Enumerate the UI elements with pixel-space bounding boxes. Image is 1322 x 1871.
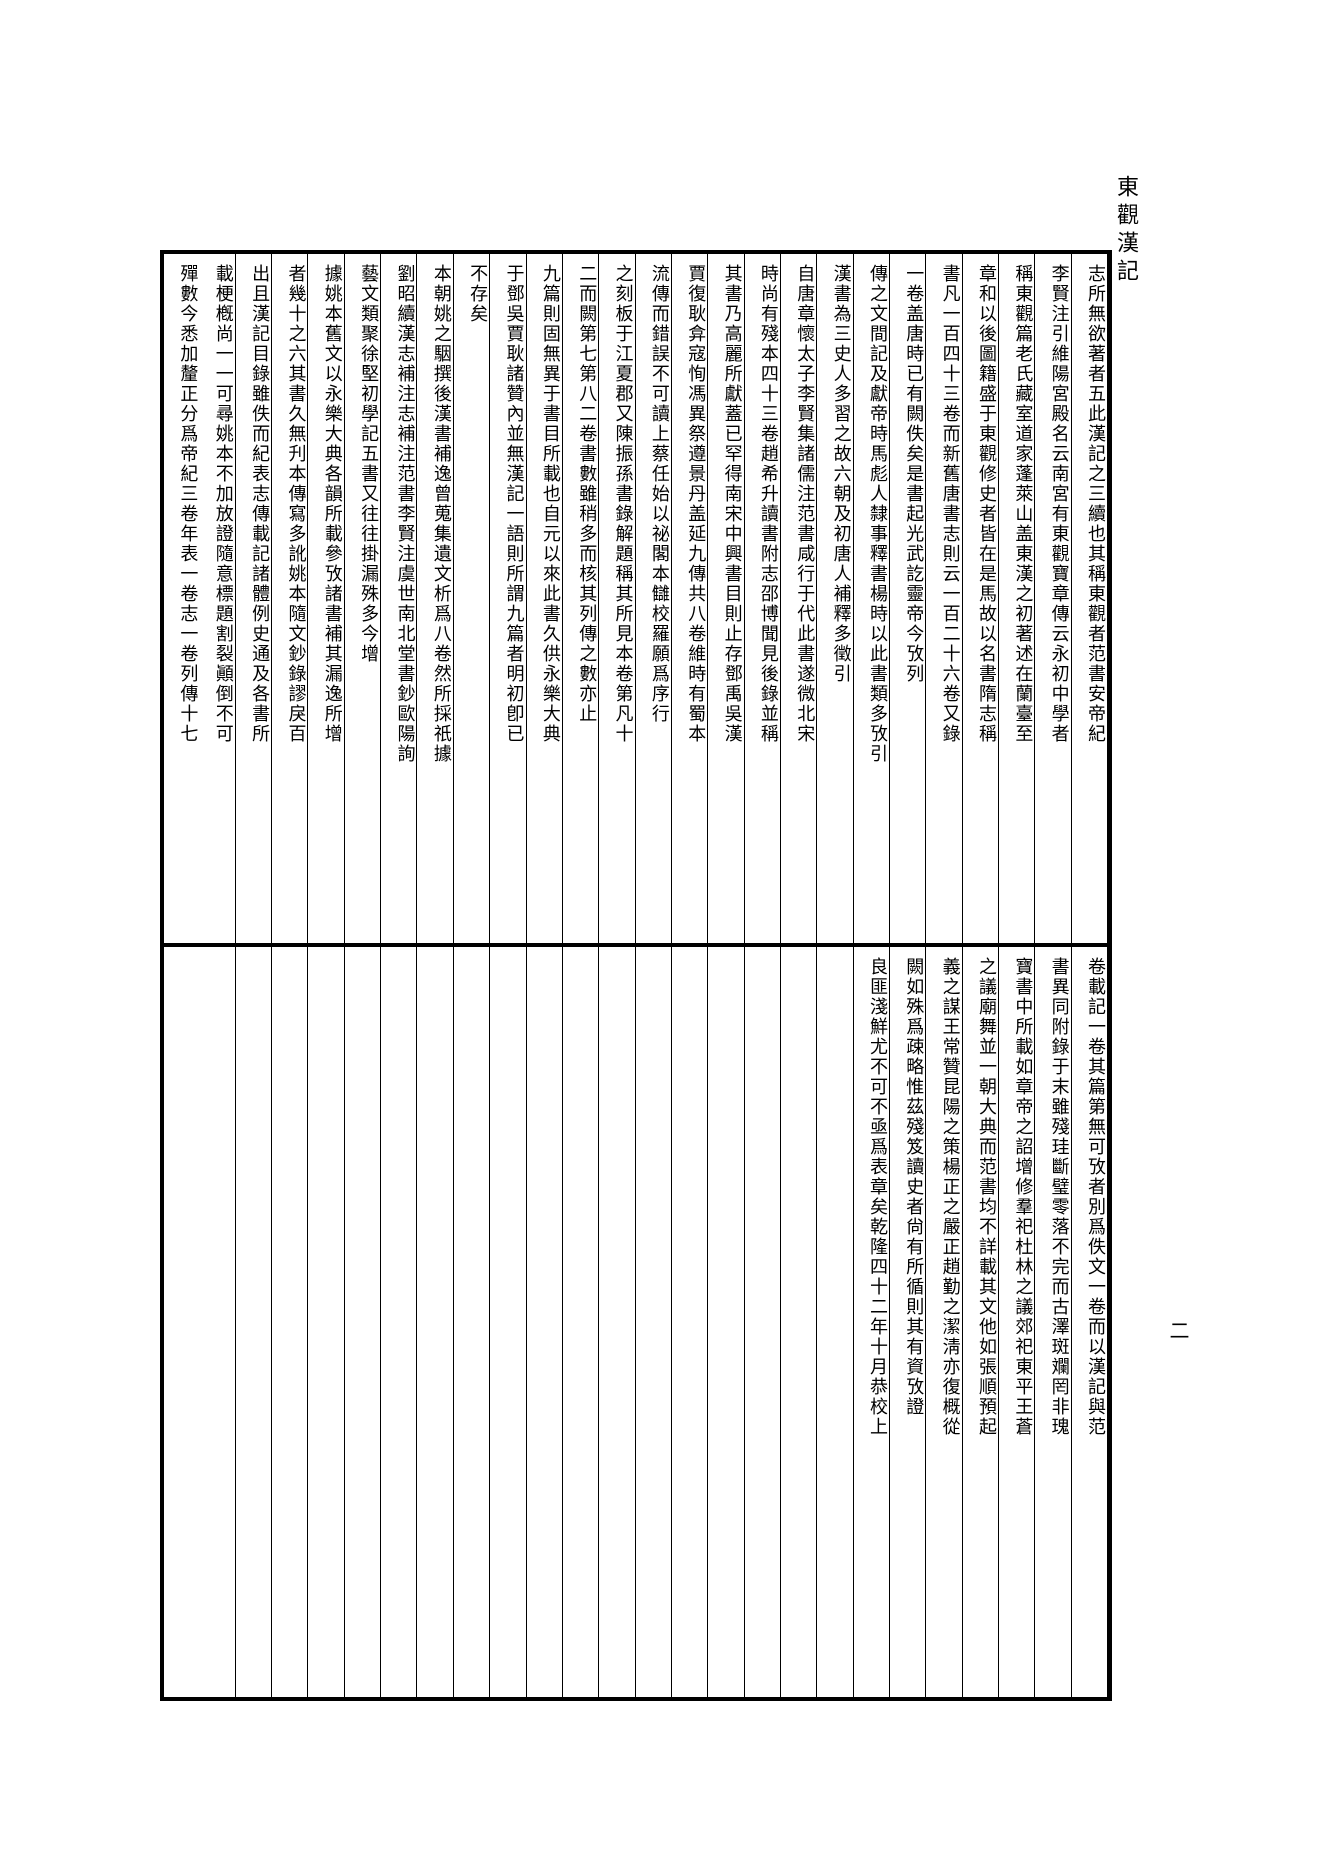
text-column: 者幾十之六其書久無刋本傳寫多訛姚本隨文鈔錄謬戾百 [272,254,308,943]
text-column [527,947,563,1697]
text-column: 一卷盖唐時已有闕佚矣是書起光武訖靈帝今攷列 [890,254,926,943]
text-column [199,947,235,1697]
text-column [236,947,272,1697]
text-column [381,947,417,1697]
text-column: 良匪淺鮮尤不可不亟爲表章矣乾隆四十二年十月恭校上 [854,947,890,1697]
text-column [490,947,526,1697]
text-column: 賈復耿弇寇恂馮異祭遵景丹盖延九傳共八卷維時有蜀本 [672,254,708,943]
text-column [817,947,853,1697]
text-column: 闕如殊爲疎略惟茲殘笈讀史者尙有所循則其有資攷證 [890,947,926,1697]
text-column: 書異同附錄于末雖殘珪斷璧零落不完而古澤斑斕罔非瑰 [1035,947,1071,1697]
text-column [745,947,781,1697]
lower-text-block: 卷載記一卷其篇第無可攷者別爲佚文一卷而以漢記與范書異同附錄于末雖殘珪斷璧零落不完… [164,947,1108,1697]
text-column: 本朝姚之駰撰後漢書補逸曾蒐集遺文析爲八卷然所採祇據 [417,254,453,943]
text-column: 不存矣 [454,254,490,943]
text-column: 出且漢記目錄雖佚而紀表志傳載記諸體例史通及各書所 [236,254,272,943]
text-column: 李賢注引維陽宮殿名云南宮有東觀寶章傳云永初中學者 [1035,254,1071,943]
text-column: 義之謀王常贊昆陽之策楊正之嚴正趙勤之潔淸亦復概從 [926,947,962,1697]
text-column: 二而闕第七第八二卷書數雖稍多而核其列傳之數亦止 [563,254,599,943]
text-column: 九篇則固無異于書目所載也自元以來此書久供永樂大典 [527,254,563,943]
text-column: 載梗槪尚一一可尋姚本不加放證隨意標題割裂顚倒不可 [199,254,235,943]
text-column [164,947,199,1697]
book-title: 東觀漢記 [1110,175,1142,287]
text-column [454,947,490,1697]
page-number: 二 [1163,1320,1192,1344]
text-column: 于鄧吳賈耿諸贊內並無漢記一語則所謂九篇者明初卽已 [490,254,526,943]
text-column [599,947,635,1697]
text-column: 殫數今悉加釐正分爲帝紀三卷年表一卷志一卷列傳十七 [164,254,199,943]
text-column [781,947,817,1697]
text-column: 據姚本舊文以永樂大典各韻所載參攷諸書補其漏逸所增 [308,254,344,943]
text-column: 傳之文間記及獻帝時馬彪人隸事釋書楊時以此書類多攷引 [854,254,890,943]
text-column: 流傳而錯誤不可讀上蔡任始以祕閣本讎校羅願爲序行 [636,254,672,943]
text-frame: 志所無欲著者五此漢記之三續也其稱東觀者范書安帝紀李賢注引維陽宮殿名云南宮有東觀寶… [160,250,1112,1701]
text-column: 漢書為三史人多習之故六朝及初唐人補釋多徵引 [817,254,853,943]
text-column: 卷載記一卷其篇第無可攷者別爲佚文一卷而以漢記與范 [1072,947,1108,1697]
text-column: 書凡一百四十三卷而新舊唐書志則云一百二十六卷又錄 [926,254,962,943]
text-column [708,947,744,1697]
text-column: 之刻板于江夏郡又陳振孫書錄解題稱其所見本卷第凡十 [599,254,635,943]
text-column: 自唐章懷太子李賢集諸儒注范書咸行于代此書遂微北宋 [781,254,817,943]
upper-text-block: 志所無欲著者五此漢記之三續也其稱東觀者范書安帝紀李賢注引維陽宮殿名云南宮有東觀寶… [164,254,1108,947]
text-column: 志所無欲著者五此漢記之三續也其稱東觀者范書安帝紀 [1072,254,1108,943]
text-column: 藝文類聚徐堅初學記五書又往往掛漏殊多今增 [345,254,381,943]
text-column [417,947,453,1697]
text-column: 時尚有殘本四十三卷趙希升讀書附志邵博聞見後錄並稱 [745,254,781,943]
text-column [345,947,381,1697]
text-column: 稱東觀篇老氏藏室道家蓬萊山盖東漢之初著述在蘭臺至 [999,254,1035,943]
text-column: 其書乃高麗所獻蓋已罕得南宋中興書目則止存鄧禹吳漢 [708,254,744,943]
text-column [636,947,672,1697]
text-column: 章和以後圖籍盛于東觀修史者皆在是馬故以名書隋志稱 [963,254,999,943]
text-column [272,947,308,1697]
text-column: 之議廟舞並一朝大典而范書均不詳載其文他如張順預起 [963,947,999,1697]
text-column: 寶書中所載如章帝之詔增修羣祀杜林之議郊祀東平王蒼 [999,947,1035,1697]
document-page: 東觀漢記 二 志所無欲著者五此漢記之三續也其稱東觀者范書安帝紀李賢注引維陽宮殿名… [0,0,1322,1871]
text-column [672,947,708,1697]
text-column [308,947,344,1697]
text-column: 劉昭續漢志補注志補注范書李賢注虞世南北堂書鈔歐陽詢 [381,254,417,943]
text-column [563,947,599,1697]
